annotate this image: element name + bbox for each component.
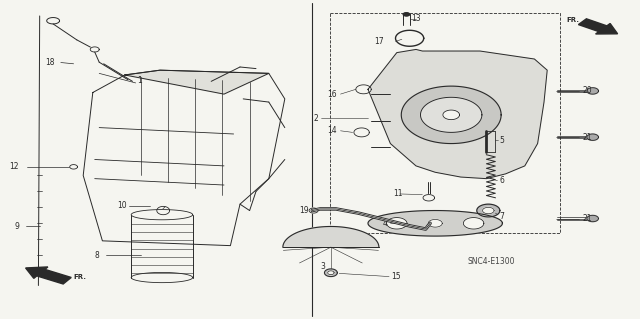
FancyArrow shape xyxy=(26,267,71,284)
Text: 4: 4 xyxy=(382,219,387,228)
Text: FR.: FR. xyxy=(74,274,86,280)
Text: 20: 20 xyxy=(582,86,592,95)
Polygon shape xyxy=(157,206,170,215)
Text: 11: 11 xyxy=(393,189,403,198)
Polygon shape xyxy=(131,210,193,220)
Text: FR.: FR. xyxy=(566,17,579,23)
Text: 1: 1 xyxy=(138,76,142,85)
Text: 17: 17 xyxy=(374,37,384,46)
Polygon shape xyxy=(396,30,424,46)
Polygon shape xyxy=(443,110,460,120)
Text: 12: 12 xyxy=(10,162,19,171)
Polygon shape xyxy=(70,165,77,169)
Polygon shape xyxy=(309,208,318,213)
Polygon shape xyxy=(423,195,435,201)
Polygon shape xyxy=(47,18,60,24)
Text: 21: 21 xyxy=(582,214,592,223)
Text: 21: 21 xyxy=(582,133,592,142)
Polygon shape xyxy=(324,269,337,277)
Text: 16: 16 xyxy=(328,90,337,99)
Polygon shape xyxy=(463,218,484,229)
Polygon shape xyxy=(587,215,598,222)
Polygon shape xyxy=(131,272,193,283)
Polygon shape xyxy=(354,128,369,137)
Text: 5: 5 xyxy=(499,136,504,145)
Polygon shape xyxy=(328,271,334,275)
Text: 15: 15 xyxy=(392,272,401,281)
Text: 8: 8 xyxy=(95,251,99,260)
Text: 9: 9 xyxy=(14,222,19,231)
Polygon shape xyxy=(587,134,598,140)
Polygon shape xyxy=(368,49,547,179)
Polygon shape xyxy=(483,207,494,214)
FancyArrow shape xyxy=(579,19,618,34)
Text: 13: 13 xyxy=(411,14,420,23)
Polygon shape xyxy=(90,47,99,52)
Polygon shape xyxy=(125,70,269,94)
Text: 19: 19 xyxy=(300,206,309,215)
Text: 7: 7 xyxy=(499,212,504,221)
Text: 10: 10 xyxy=(117,201,127,210)
Polygon shape xyxy=(428,219,442,227)
Text: 6: 6 xyxy=(499,176,504,185)
Text: 18: 18 xyxy=(45,58,54,67)
Polygon shape xyxy=(368,211,502,236)
Text: SNC4-E1300: SNC4-E1300 xyxy=(467,257,515,266)
Polygon shape xyxy=(283,226,379,247)
Polygon shape xyxy=(587,88,598,94)
Polygon shape xyxy=(477,204,500,217)
Text: 2: 2 xyxy=(314,114,318,122)
Polygon shape xyxy=(420,97,482,132)
Polygon shape xyxy=(387,218,407,229)
Text: 3: 3 xyxy=(320,262,325,271)
Polygon shape xyxy=(403,13,410,16)
Text: 14: 14 xyxy=(328,126,337,135)
Polygon shape xyxy=(356,85,371,94)
Polygon shape xyxy=(401,86,501,144)
